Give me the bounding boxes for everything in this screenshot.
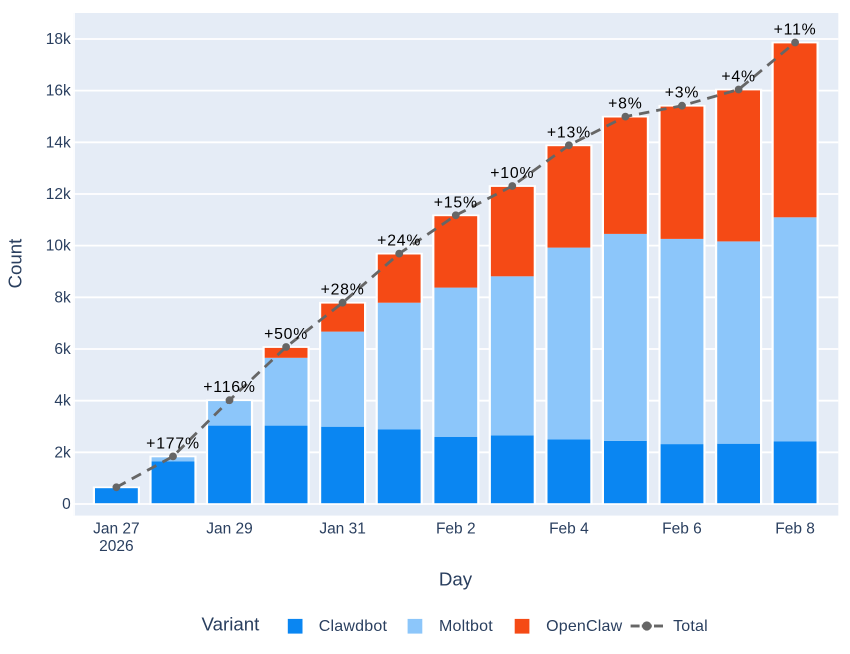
- svg-text:8k: 8k: [54, 289, 71, 306]
- svg-text:Feb 2: Feb 2: [436, 521, 476, 538]
- svg-text:Clawdbot: Clawdbot: [319, 618, 388, 635]
- svg-text:10k: 10k: [46, 238, 71, 255]
- svg-text:+10%: +10%: [490, 165, 534, 182]
- svg-text:4k: 4k: [54, 393, 71, 410]
- svg-text:Variant: Variant: [202, 613, 261, 634]
- svg-text:Total: Total: [673, 618, 708, 635]
- svg-text:0: 0: [62, 496, 71, 513]
- svg-text:16k: 16k: [46, 83, 71, 100]
- svg-text:Day: Day: [439, 569, 473, 590]
- svg-text:OpenClaw: OpenClaw: [546, 618, 623, 635]
- svg-text:Feb 4: Feb 4: [549, 521, 589, 538]
- svg-text:+13%: +13%: [547, 124, 591, 141]
- svg-text:Feb 8: Feb 8: [775, 521, 815, 538]
- svg-text:12k: 12k: [46, 186, 71, 203]
- svg-text:+4%: +4%: [721, 69, 755, 86]
- svg-text:+8%: +8%: [608, 96, 642, 113]
- svg-text:+50%: +50%: [264, 326, 308, 343]
- svg-text:Feb 6: Feb 6: [662, 521, 702, 538]
- svg-text:18k: 18k: [46, 31, 71, 48]
- svg-text:+116%: +116%: [203, 379, 255, 396]
- svg-text:+24%: +24%: [377, 233, 421, 250]
- svg-text:6k: 6k: [54, 341, 71, 358]
- svg-text:+3%: +3%: [665, 85, 699, 102]
- svg-text:Jan 31: Jan 31: [319, 521, 366, 538]
- svg-text:Jan 29: Jan 29: [206, 521, 253, 538]
- svg-text:2k: 2k: [54, 444, 71, 461]
- svg-text:Jan 27: Jan 27: [93, 521, 140, 538]
- svg-text:2026: 2026: [99, 538, 133, 555]
- svg-text:+177%: +177%: [146, 435, 200, 452]
- svg-text:Moltbot: Moltbot: [439, 618, 493, 635]
- svg-text:+15%: +15%: [434, 194, 478, 211]
- svg-text:+11%: +11%: [774, 22, 817, 39]
- svg-text:Count: Count: [5, 238, 26, 289]
- svg-text:+28%: +28%: [321, 282, 365, 299]
- svg-text:14k: 14k: [46, 134, 71, 151]
